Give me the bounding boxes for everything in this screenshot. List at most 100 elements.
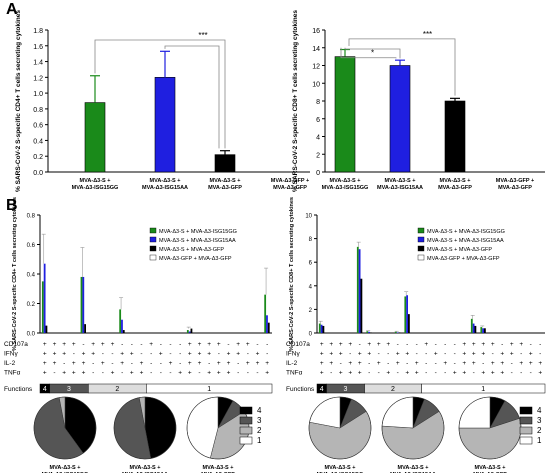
bar	[214, 154, 236, 173]
bar	[43, 263, 46, 333]
combo-sign: -	[82, 341, 84, 348]
combo-sign: +	[348, 370, 352, 377]
combo-sign: -	[368, 360, 370, 367]
combo-sign: -	[425, 351, 427, 358]
combo-sign: +	[405, 370, 409, 377]
combo-sign: +	[358, 351, 362, 358]
bar	[366, 331, 369, 333]
combo-sign: +	[140, 370, 144, 377]
combo-sign: -	[208, 360, 210, 367]
y-tick-label: 1.2	[33, 75, 43, 82]
bar	[368, 331, 370, 333]
y-tick-label: 4	[309, 284, 313, 290]
combo-sign: +	[500, 370, 504, 377]
combo-sign: +	[348, 341, 352, 348]
functions-segment-label: 2	[115, 386, 119, 393]
legend-swatch	[149, 254, 157, 261]
pie-legend-label: 1	[257, 436, 262, 445]
bar	[356, 246, 359, 333]
y-tick-label: 10	[305, 214, 312, 220]
functions-segment	[421, 383, 546, 394]
bar	[154, 77, 176, 173]
combo-sign: +	[519, 341, 523, 348]
combo-sign: -	[539, 351, 541, 358]
legend-label: MVA-Δ3-S + MVA-Δ3-ISG15AA	[159, 238, 236, 244]
functions-label: Functions	[4, 386, 33, 393]
bar	[318, 323, 321, 333]
combo-sign: +	[169, 360, 173, 367]
combo-sign: -	[406, 360, 408, 367]
combo-sign: -	[482, 360, 484, 367]
bar	[360, 278, 363, 333]
combo-sign: -	[102, 351, 104, 358]
combo-sign: +	[434, 351, 438, 358]
significance-bracket	[344, 47, 401, 59]
combo-sign: +	[82, 370, 86, 377]
bar	[404, 296, 407, 333]
combo-sign: -	[150, 351, 152, 358]
x-tick-label: MVA-Δ3-GFP +	[271, 178, 309, 184]
combo-sign: -	[501, 341, 503, 348]
bar	[396, 332, 399, 333]
combo-sign: -	[53, 370, 55, 377]
combo-sign: -	[179, 351, 181, 358]
combo-sign: -	[368, 370, 370, 377]
combo-sign: +	[198, 341, 202, 348]
combo-sign: -	[111, 351, 113, 358]
bar	[82, 276, 85, 333]
combo-sign: +	[198, 351, 202, 358]
combo-sign: -	[454, 351, 456, 358]
combo-sign: +	[329, 351, 333, 358]
combo-sign: +	[538, 360, 542, 367]
combo-sign: -	[530, 341, 532, 348]
combo-sign: -	[416, 351, 418, 358]
y-axis-title: % SARS-CoV-2 S-specific CD8+ T cells sec…	[292, 10, 299, 192]
y-tick-label: 0.4	[33, 138, 43, 145]
y-tick-label: 0.2	[27, 302, 36, 308]
combo-sign: -	[218, 351, 220, 358]
combo-sign: -	[520, 370, 522, 377]
pie-legend-label: 2	[257, 426, 262, 435]
significance-label: *	[371, 49, 374, 58]
bar	[266, 315, 268, 333]
combo-sign: -	[160, 341, 162, 348]
combo-sign: +	[339, 370, 343, 377]
y-tick-label: 0.8	[27, 214, 36, 220]
combo-sign: +	[101, 341, 105, 348]
panel-label-a: A	[6, 1, 18, 18]
combo-sign: +	[111, 341, 115, 348]
y-axis-title: % SARS-CoV-2 S-specific CD4+ T cells sec…	[15, 10, 22, 192]
combo-sign: +	[481, 351, 485, 358]
combo-sign: +	[415, 370, 419, 377]
combo-sign: +	[491, 341, 495, 348]
pie-label: MVA-Δ3-S +	[475, 465, 506, 471]
y-tick-label: 8	[309, 237, 313, 243]
pie-slice	[381, 396, 414, 429]
combo-sign: +	[481, 370, 485, 377]
combo-row-label: TNFα	[4, 370, 21, 377]
combo-sign: +	[265, 360, 269, 367]
combo-sign: +	[130, 351, 134, 358]
combo-sign: -	[359, 341, 361, 348]
y-tick-label: 0	[309, 332, 313, 338]
y-tick-label: 2	[316, 152, 320, 159]
bar	[398, 332, 401, 333]
combo-sign: +	[538, 370, 542, 377]
combo-sign: +	[265, 370, 269, 377]
combo-sign: -	[387, 351, 389, 358]
y-tick-label: 0.2	[33, 154, 43, 161]
bar	[470, 318, 473, 333]
significance-bracket	[94, 39, 226, 149]
combo-sign: +	[481, 341, 485, 348]
combo-sign: -	[406, 341, 408, 348]
y-tick-label: 14	[312, 46, 320, 53]
combo-sign: +	[227, 370, 231, 377]
combo-sign: +	[472, 351, 476, 358]
pie-slice	[144, 396, 177, 459]
combo-sign: +	[453, 370, 457, 377]
pie-outline	[33, 396, 97, 460]
combo-sign: -	[179, 360, 181, 367]
bar	[322, 325, 325, 333]
legend-label: MVA-Δ3-GFP + MVA-Δ3-GFP	[159, 256, 232, 262]
combo-sign: +	[227, 351, 231, 358]
